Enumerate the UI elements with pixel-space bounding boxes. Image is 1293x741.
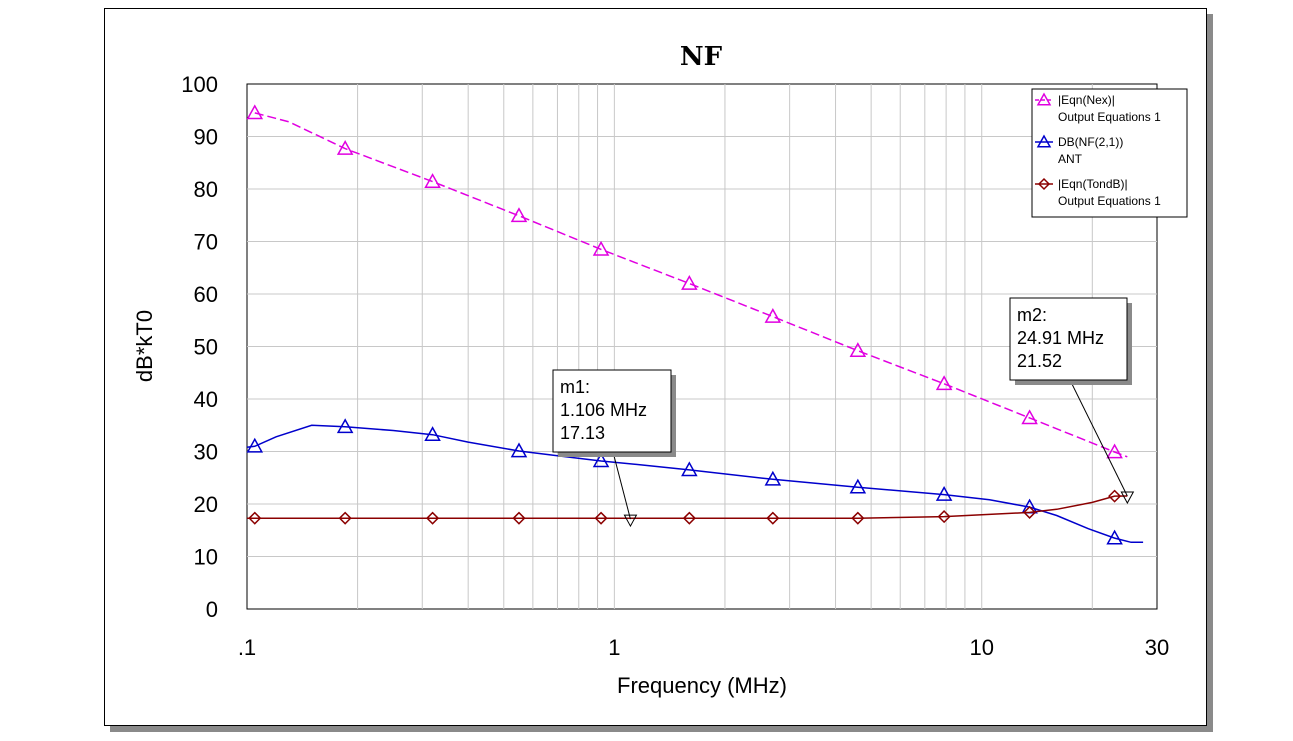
series-line-1 xyxy=(246,424,1144,544)
legend-source: Output Equations 1 xyxy=(1058,110,1161,124)
y-tick-label: 90 xyxy=(194,125,218,150)
series-marker-0 xyxy=(424,173,441,188)
y-tick-label: 60 xyxy=(194,282,218,307)
series-line-2 xyxy=(247,495,1128,519)
series-marker-1 xyxy=(424,426,441,442)
marker-leader-line xyxy=(1069,379,1128,497)
series-marker-2 xyxy=(1023,505,1037,519)
marker-text-line: 1.106 MHz xyxy=(560,400,647,420)
y-tick-label: 70 xyxy=(194,230,218,255)
series-marker-1 xyxy=(681,461,698,477)
y-tick-label: 30 xyxy=(194,440,218,465)
legend-source: Output Equations 1 xyxy=(1058,194,1161,208)
y-tick-label: 0 xyxy=(206,597,218,622)
legend-marker-1 xyxy=(1036,134,1052,148)
marker-point-icon xyxy=(623,514,638,528)
series-marker-2 xyxy=(682,511,696,525)
series-marker-2 xyxy=(248,511,262,525)
series-marker-2 xyxy=(426,511,440,525)
series-marker-2 xyxy=(1108,489,1122,503)
series-marker-2 xyxy=(851,511,865,525)
series-marker-2 xyxy=(937,510,951,524)
y-tick-label: 10 xyxy=(194,545,218,570)
legend: |Eqn(Nex)| Output Equations 1 DB(NF(2,1)) A… xyxy=(1031,88,1188,218)
series-marker-1 xyxy=(246,437,264,453)
x-tick-label: .1 xyxy=(238,635,256,660)
marker-box xyxy=(1009,297,1128,381)
marker-annotations: m1: 1.106 MHz 17.13 m2: 24.91 MHz 21.52 xyxy=(552,297,1135,528)
y-tick-label: 50 xyxy=(194,335,218,360)
y-tick-label: 20 xyxy=(194,492,218,517)
series-marker-1 xyxy=(849,478,867,494)
x-axis-label: Frequency (MHz) xyxy=(617,673,787,698)
series-marker-0 xyxy=(1106,443,1123,459)
series-marker-0 xyxy=(849,342,867,358)
series-marker-2 xyxy=(338,511,352,525)
series-marker-1 xyxy=(592,452,610,468)
y-tick-label: 80 xyxy=(194,177,218,202)
series-marker-2 xyxy=(512,511,526,525)
chart-title: NF xyxy=(680,42,723,72)
y-axis-label: dB*kT0 xyxy=(132,310,157,382)
legend-marker-0 xyxy=(1036,92,1052,106)
legend-source: ANT xyxy=(1058,152,1083,166)
series-line-0 xyxy=(254,112,1128,458)
series-marker-2 xyxy=(766,511,780,525)
marker-text-line: 21.52 xyxy=(1017,351,1062,371)
series-marker-0 xyxy=(592,240,610,256)
series-marker-1 xyxy=(764,470,782,486)
series-marker-0 xyxy=(246,104,264,120)
x-tick-label: 30 xyxy=(1145,635,1169,660)
marker-text-line: m1: xyxy=(560,377,590,397)
marker-point-icon xyxy=(1120,491,1135,505)
marker-text-line: 24.91 MHz xyxy=(1017,328,1104,348)
legend-label: DB(NF(2,1)) xyxy=(1058,135,1123,149)
x-axis-ticks: .1 1 10 30 xyxy=(238,635,1169,660)
series-marker-2 xyxy=(594,511,608,525)
series-marker-0 xyxy=(510,207,528,223)
series-marker-0 xyxy=(764,308,782,323)
series-marker-1 xyxy=(1106,529,1123,545)
x-tick-label: 1 xyxy=(608,635,620,660)
marker-box xyxy=(552,369,672,453)
series-marker-0 xyxy=(1021,409,1038,425)
marker-leader-line xyxy=(612,451,631,520)
series-marker-1 xyxy=(935,486,953,501)
series-marker-0 xyxy=(681,274,698,290)
marker-text-line: m2: xyxy=(1017,305,1047,325)
y-tick-label: 40 xyxy=(194,387,218,412)
y-tick-label: 100 xyxy=(181,72,218,97)
series-group xyxy=(246,104,1144,545)
series-marker-1 xyxy=(510,442,528,458)
legend-label: |Eqn(Nex)| xyxy=(1058,93,1115,107)
legend-box xyxy=(1031,88,1188,218)
series-marker-0 xyxy=(935,375,953,391)
y-axis-ticks: 0 10 20 30 40 50 60 70 80 90 100 xyxy=(181,72,218,622)
x-tick-label: 10 xyxy=(969,635,993,660)
series-marker-0 xyxy=(336,140,354,155)
legend-marker-2 xyxy=(1037,177,1051,191)
series-marker-1 xyxy=(336,418,354,434)
legend-label: |Eqn(TondB)| xyxy=(1058,177,1128,191)
marker-text-line: 17.13 xyxy=(560,423,605,443)
